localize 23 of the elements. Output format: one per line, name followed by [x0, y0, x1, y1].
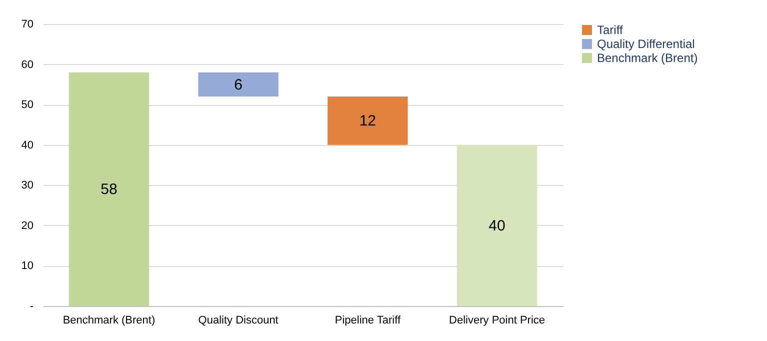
- y-tick-label: 70: [21, 18, 34, 30]
- x-tick-label: Delivery Point Price: [449, 314, 546, 326]
- y-tick-label: 10: [21, 260, 34, 272]
- y-tick-label: 20: [21, 220, 34, 232]
- data-label: 40: [488, 217, 506, 234]
- y-tick-label: 50: [21, 99, 34, 112]
- y-tick-label: -: [30, 300, 34, 312]
- bar: [68, 72, 150, 306]
- y-tick-label: 40: [21, 139, 34, 152]
- data-label: 12: [359, 112, 376, 130]
- x-tick-label: Pipeline Tariff: [334, 314, 402, 326]
- legend-label: Benchmark (Brent): [597, 51, 698, 65]
- legend-label: Tariff: [597, 23, 624, 37]
- bar: [198, 72, 278, 97]
- legend-label: Quality Differential: [597, 37, 695, 51]
- data-label: 6: [234, 76, 242, 94]
- x-tick-label: Quality Discount: [198, 314, 278, 326]
- y-tick-label: 60: [21, 58, 34, 71]
- data-label: 58: [100, 181, 118, 198]
- bar: [328, 96, 408, 145]
- bar: [456, 144, 538, 306]
- x-tick-label: Benchmark (Brent): [62, 314, 156, 326]
- y-tick-label: 30: [21, 180, 34, 192]
